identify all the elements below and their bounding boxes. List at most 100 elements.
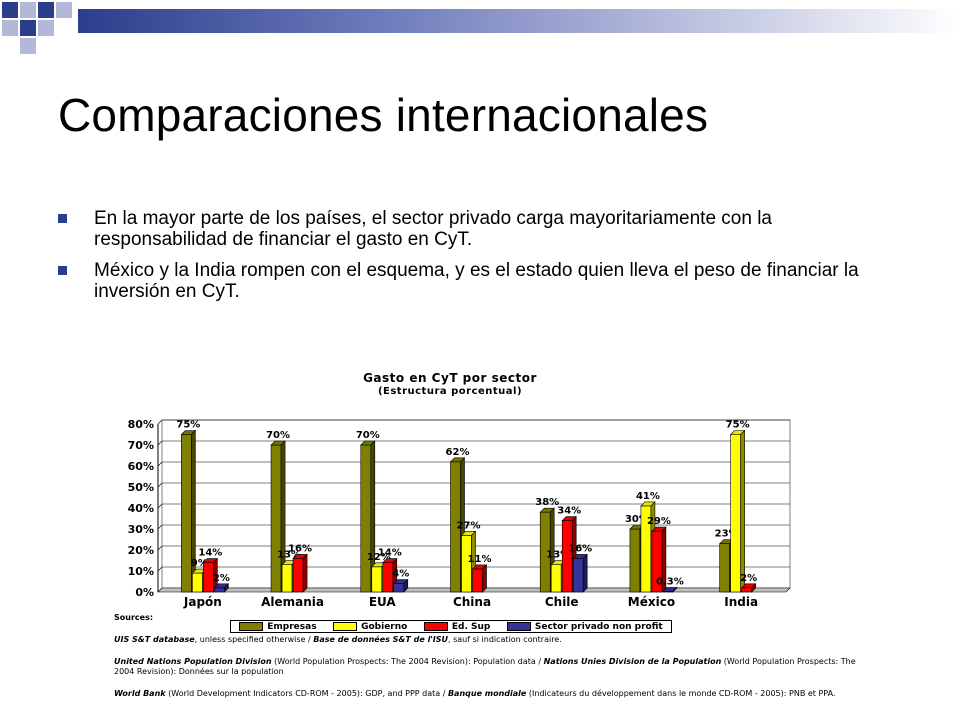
bar-side: [224, 583, 229, 593]
sources-heading: Sources:: [114, 613, 154, 622]
bar-ed-sup: [203, 562, 214, 593]
y-tick-label: 70%: [128, 439, 154, 452]
x-tick-label: México: [628, 595, 675, 609]
y-tick-label: 50%: [128, 481, 154, 494]
chart-legend: Empresas Gobierno Ed. Sup Sector privado no…: [230, 620, 672, 633]
deco-square: [20, 2, 36, 18]
legend-item: Ed. Sup: [423, 622, 490, 632]
bar-ed-sup: [561, 520, 573, 593]
gridline-depth: [157, 566, 163, 572]
data-label: 75%: [176, 420, 200, 431]
deco-square: [38, 2, 54, 18]
data-label: 12%: [367, 552, 391, 563]
bar-side: [482, 564, 487, 593]
source-line: World Bank (World Development Indicators…: [114, 689, 836, 698]
header-gradient-bar: [78, 9, 960, 33]
chart-subtitle: (Estructura porcentual): [377, 386, 523, 397]
legend-item: Gobierno: [333, 622, 407, 632]
data-label: 0.3%: [656, 576, 684, 587]
x-tick-label: India: [724, 595, 758, 609]
legend-swatch: [506, 622, 531, 631]
bar-side: [740, 429, 745, 593]
deco-square: [56, 2, 72, 18]
source-line: United Nations Population Division (Worl…: [114, 657, 856, 676]
legend-item: Empresas: [239, 621, 317, 632]
data-label: 2%: [740, 573, 757, 584]
source-line: UIS S&T database, unless specified other…: [114, 635, 562, 644]
bar-side: [403, 578, 409, 593]
data-label: 9%: [191, 558, 208, 569]
data-label: 38%: [535, 497, 559, 508]
y-tick-label: 60%: [128, 460, 154, 473]
legend-item: Sector privado non profit: [506, 621, 663, 632]
data-label: 16%: [568, 543, 592, 554]
data-label: 14%: [198, 548, 222, 559]
x-tick-label: Japón: [183, 595, 222, 609]
data-label: 62%: [446, 447, 470, 458]
data-label: 11%: [468, 554, 492, 565]
data-label: 41%: [636, 491, 660, 502]
bar-ed-sup: [292, 558, 304, 593]
bar-sector-privado-non-profit: [214, 587, 225, 593]
bullet-item: México y la India rompen con el esquema,…: [58, 260, 908, 302]
bar-empresas: [629, 528, 641, 593]
gridline-depth: [157, 545, 163, 551]
deco-square: [2, 2, 18, 18]
data-label: 27%: [457, 520, 481, 531]
bar-gobierno: [371, 566, 383, 593]
data-label: 34%: [557, 506, 581, 517]
corner-decoration: [0, 0, 80, 60]
legend-label: Empresas: [267, 621, 317, 632]
bullet-text: México y la India rompen con el esquema,…: [94, 260, 859, 302]
legend-label: Sector privado non profit: [534, 621, 663, 632]
gridline-depth: [157, 503, 163, 509]
bullet-item: En la mayor parte de los países, el sect…: [58, 208, 908, 250]
bar-gobierno: [730, 434, 741, 593]
x-tick-label: Alemania: [261, 595, 324, 609]
data-label: 70%: [356, 430, 380, 441]
x-tick-label: EUA: [369, 595, 397, 609]
y-tick-label: 10%: [128, 565, 154, 578]
gridline-depth: [157, 482, 163, 488]
sources-block: Sources: UIS S&T database, unless specif…: [114, 613, 874, 711]
legend-swatch: [423, 622, 448, 631]
gridline-depth: [157, 461, 163, 467]
bar-gobierno: [192, 572, 203, 593]
bar-empresas: [719, 543, 730, 593]
bar-empresas: [360, 444, 372, 593]
data-label: 13%: [277, 550, 301, 561]
bar-side: [751, 583, 756, 593]
x-tick-label: China: [453, 595, 491, 609]
data-label: 16%: [288, 543, 312, 554]
bar-empresas: [270, 444, 282, 593]
bar-ed-sup: [382, 562, 394, 593]
x-tick-label: Chile: [545, 595, 579, 609]
deco-square: [38, 20, 54, 36]
bar-sector-privado-non-profit: [572, 558, 584, 593]
data-label: 4%: [392, 569, 409, 580]
legend-swatch: [333, 622, 358, 631]
bar-side: [582, 553, 588, 593]
bullet-square-icon: [58, 266, 67, 275]
bar-ed-sup: [741, 587, 752, 593]
bar-empresas: [181, 434, 192, 593]
bar-gobierno: [281, 564, 293, 593]
data-label: 30%: [625, 514, 649, 525]
data-label: 70%: [266, 430, 290, 441]
data-label: 23%: [715, 529, 739, 540]
bar-ed-sup: [472, 568, 483, 593]
y-tick-label: 80%: [128, 418, 154, 431]
bullet-list: En la mayor parte de los países, el sect…: [58, 208, 908, 312]
chart-title-block: Gasto en CyT por sector (Estructura porc…: [300, 372, 600, 398]
deco-square: [20, 38, 36, 54]
y-tick-label: 30%: [128, 523, 154, 536]
gridline-depth: [157, 419, 163, 425]
gridline-depth: [157, 440, 163, 446]
y-tick-label: 20%: [128, 544, 154, 557]
y-tick-label: 0%: [135, 586, 154, 599]
data-label: 13%: [546, 550, 570, 561]
data-label: 2%: [213, 573, 230, 584]
data-label: 29%: [647, 516, 671, 527]
deco-square: [2, 20, 18, 36]
